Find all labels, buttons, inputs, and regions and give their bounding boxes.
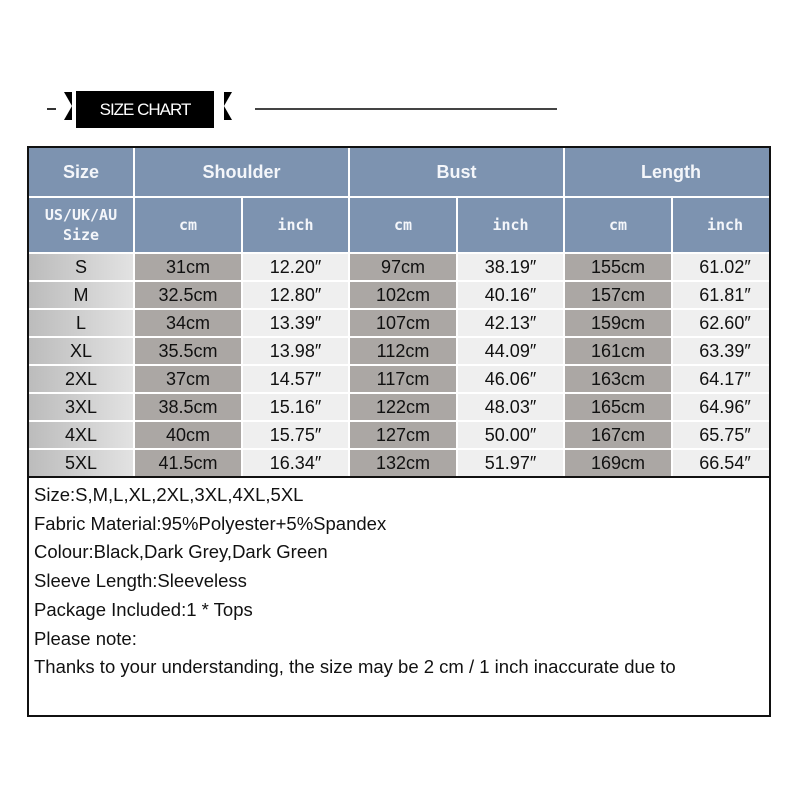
cell-shoulder-cm: 38.5cm [135, 394, 241, 420]
cell-shoulder-inch: 15.16″ [243, 394, 348, 420]
cell-length-cm: 163cm [565, 366, 671, 392]
subheader-length-cm: cm [565, 198, 671, 252]
size-table: Size Shoulder Bust Length US/UK/AU Size … [29, 148, 769, 478]
note-line: Size:S,M,L,XL,2XL,3XL,4XL,5XL [34, 484, 304, 505]
cell-size: 4XL [29, 422, 133, 448]
note-line: Fabric Material:95%Polyester+5%Spandex [34, 512, 387, 534]
header-size: Size [29, 148, 133, 196]
cell-bust-inch: 50.00″ [458, 422, 563, 448]
cell-bust-inch: 44.09″ [458, 338, 563, 364]
cell-bust-cm: 107cm [350, 310, 456, 336]
cell-shoulder-inch: 13.98″ [243, 338, 348, 364]
cell-shoulder-inch: 12.80″ [243, 282, 348, 308]
cell-bust-cm: 112cm [350, 338, 456, 364]
banner-dash [47, 108, 56, 110]
subheader-shoulder-cm: cm [135, 198, 241, 252]
cell-shoulder-inch: 13.39″ [243, 310, 348, 336]
cell-shoulder-cm: 35.5cm [135, 338, 241, 364]
cell-length-inch: 64.17″ [673, 366, 769, 392]
cell-length-inch: 65.75″ [673, 422, 769, 448]
note-line: Thanks to your understanding, the size m… [34, 656, 676, 678]
cell-shoulder-cm: 40cm [135, 422, 241, 448]
cell-size: L [29, 310, 133, 336]
cell-length-cm: 165cm [565, 394, 671, 420]
cell-size: 5XL [29, 450, 133, 476]
cell-bust-cm: 97cm [350, 254, 456, 280]
cell-bust-cm: 117cm [350, 366, 456, 392]
cell-length-cm: 169cm [565, 450, 671, 476]
banner-divider-line [255, 108, 557, 110]
cell-length-cm: 167cm [565, 422, 671, 448]
cell-shoulder-inch: 16.34″ [243, 450, 348, 476]
cell-bust-cm: 132cm [350, 450, 456, 476]
subheader-bust-inch: inch [458, 198, 563, 252]
subheader-size: US/UK/AU Size [29, 198, 133, 252]
note-line: Please note: [34, 627, 137, 649]
cell-shoulder-cm: 37cm [135, 366, 241, 392]
cell-length-inch: 66.54″ [673, 450, 769, 476]
note-line: Package Included:1 * Tops [34, 598, 253, 620]
cell-length-cm: 161cm [565, 338, 671, 364]
cell-bust-cm: 127cm [350, 422, 456, 448]
cell-bust-inch: 51.97″ [458, 450, 563, 476]
cell-length-cm: 159cm [565, 310, 671, 336]
cell-bust-inch: 38.19″ [458, 254, 563, 280]
cell-bust-cm: 102cm [350, 282, 456, 308]
cell-bust-inch: 42.13″ [458, 310, 563, 336]
note-line: Colour:Black,Dark Grey,Dark Green [34, 541, 328, 563]
cell-shoulder-inch: 15.75″ [243, 422, 348, 448]
cell-length-inch: 61.81″ [673, 282, 769, 308]
cell-size: 3XL [29, 394, 133, 420]
note-line: Sleeve Length:Sleeveless [34, 570, 247, 592]
cell-bust-inch: 48.03″ [458, 394, 563, 420]
subheader-length-inch: inch [673, 198, 769, 252]
cell-length-inch: 63.39″ [673, 338, 769, 364]
cell-size: S [29, 254, 133, 280]
product-notes: Size:S,M,L,XL,2XL,3XL,4XL,5XL Fabric Mate… [29, 478, 769, 682]
ribbon-right-tail [224, 92, 232, 120]
cell-bust-inch: 40.16″ [458, 282, 563, 308]
subheader-shoulder-inch: inch [243, 198, 348, 252]
size-chart-banner: SIZE CHART [76, 91, 214, 128]
header-shoulder: Shoulder [135, 148, 348, 196]
cell-length-cm: 157cm [565, 282, 671, 308]
cell-size: M [29, 282, 133, 308]
ribbon-left-tail [64, 92, 72, 120]
cell-shoulder-cm: 32.5cm [135, 282, 241, 308]
subheader-bust-cm: cm [350, 198, 456, 252]
cell-shoulder-inch: 14.57″ [243, 366, 348, 392]
cell-size: 2XL [29, 366, 133, 392]
cell-length-inch: 64.96″ [673, 394, 769, 420]
cell-length-cm: 155cm [565, 254, 671, 280]
cell-shoulder-cm: 31cm [135, 254, 241, 280]
header-bust: Bust [350, 148, 563, 196]
cell-shoulder-cm: 41.5cm [135, 450, 241, 476]
cell-length-inch: 62.60″ [673, 310, 769, 336]
cell-length-inch: 61.02″ [673, 254, 769, 280]
cell-bust-cm: 122cm [350, 394, 456, 420]
cell-shoulder-inch: 12.20″ [243, 254, 348, 280]
cell-bust-inch: 46.06″ [458, 366, 563, 392]
header-length: Length [565, 148, 769, 196]
size-chart: Size Shoulder Bust Length US/UK/AU Size … [27, 146, 771, 717]
cell-size: XL [29, 338, 133, 364]
cell-shoulder-cm: 34cm [135, 310, 241, 336]
